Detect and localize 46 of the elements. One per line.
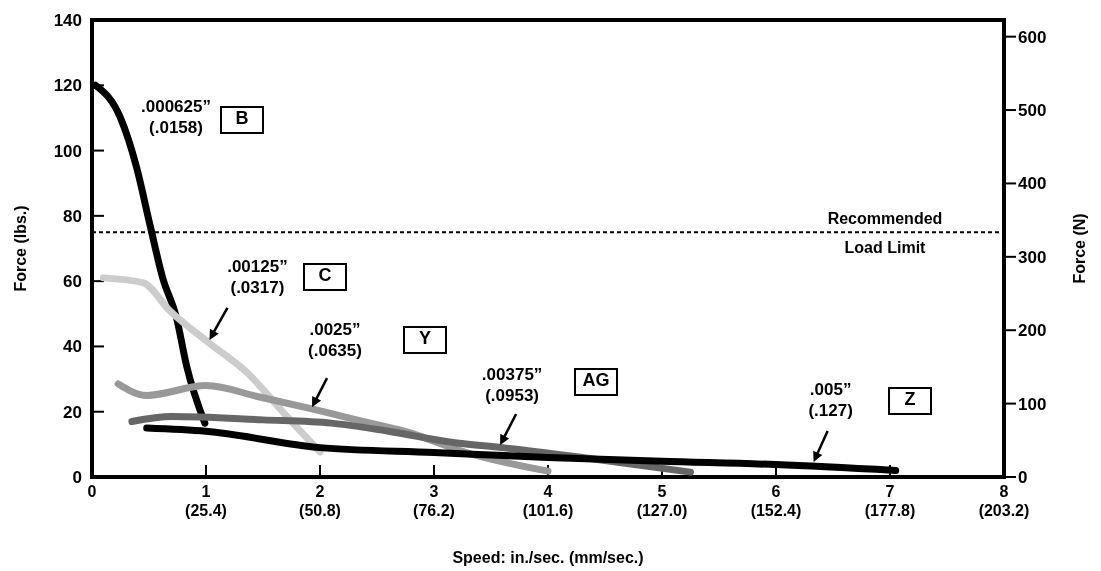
y2-tick-label: 500	[1018, 101, 1047, 121]
x-tick-label: 8	[999, 483, 1009, 500]
y-tick-label: 20	[63, 402, 82, 422]
y2-tick-label: 600	[1018, 27, 1047, 47]
y-tick-label: 80	[63, 206, 82, 226]
y-tick-label: 0	[72, 468, 82, 487]
x2-tick-label: (203.2)	[978, 502, 1030, 519]
x-tick-label: 0	[87, 483, 97, 500]
y2-tick-label: 100	[1018, 394, 1047, 414]
annotation: .000625” (.0158)	[141, 97, 211, 137]
y-tick-label: 60	[63, 272, 82, 292]
y2-tick-label: 400	[1018, 174, 1047, 194]
x2-tick-label: (76.2)	[413, 502, 455, 519]
x-tick-label: 7	[885, 483, 895, 500]
x-tick-label: 3	[429, 483, 439, 500]
y2-axis-title: Force (N)	[1071, 213, 1088, 284]
y2-tick-label: 200	[1018, 321, 1047, 341]
annotation: .0025” (.0635)	[308, 320, 362, 361]
x2-tick-label: (50.8)	[299, 502, 341, 519]
annotation: .005” (.127)	[808, 379, 853, 420]
x2-tick-label: (177.8)	[864, 502, 916, 519]
x-axis-title: Speed: in./sec. (mm/sec.)	[452, 549, 644, 566]
y-tick-label: 100	[53, 141, 82, 161]
annotation: Y	[403, 326, 447, 354]
y-axis-title: Force (lbs.)	[12, 205, 29, 292]
ref-line-label: Recommended Load Limit	[827, 210, 943, 257]
x2-tick-label: (127.0)	[636, 502, 688, 519]
y-tick-label: 40	[63, 337, 82, 357]
x2-tick-label: (101.6)	[522, 502, 574, 519]
y2-tick-label: 300	[1018, 247, 1047, 267]
annotation: .00375” (.0953)	[481, 365, 543, 406]
x-tick-label: 1	[201, 483, 211, 500]
annotation: C	[303, 263, 347, 291]
y-tick-label: 140	[53, 11, 82, 30]
x-tick-label: 4	[543, 483, 553, 500]
annotation: .00125” (.0317)	[227, 256, 288, 297]
x-tick-label: 2	[315, 483, 325, 500]
y-tick-label: 120	[53, 76, 82, 96]
x-tick-label: 5	[657, 483, 667, 500]
x2-tick-label: (25.4)	[185, 502, 227, 519]
annotation: Z	[888, 387, 932, 415]
annotation: AG	[574, 368, 618, 396]
x-tick-label: 6	[771, 483, 781, 500]
y2-tick-label: 0	[1018, 468, 1028, 487]
annotation: B	[220, 106, 264, 134]
x2-tick-label: (152.4)	[750, 502, 802, 519]
